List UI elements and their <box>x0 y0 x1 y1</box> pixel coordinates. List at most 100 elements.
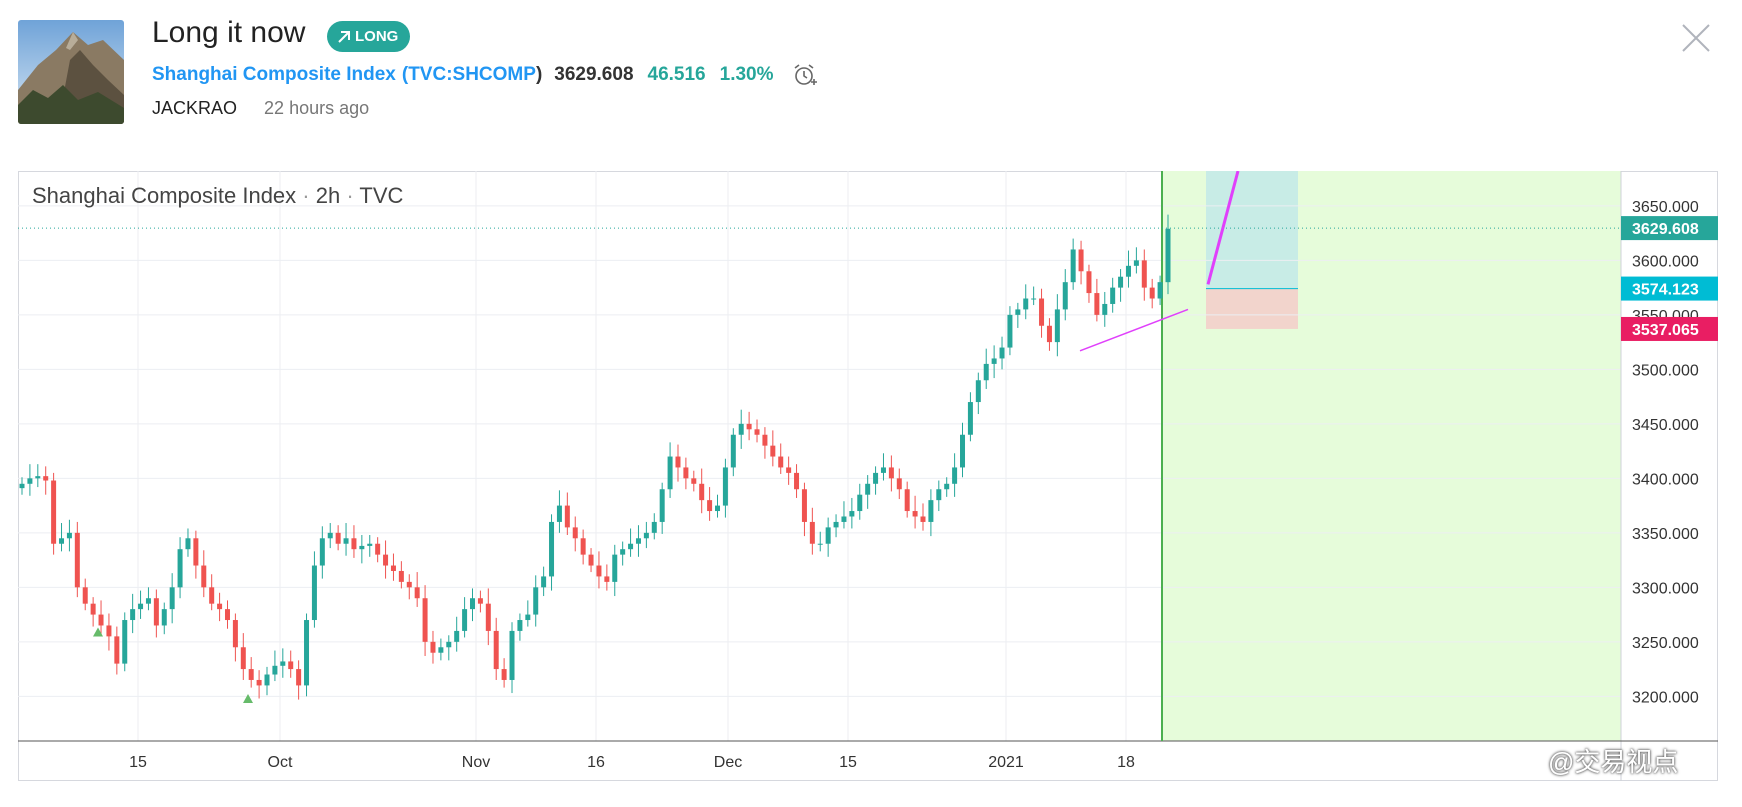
x-tick-label: 15 <box>839 754 857 771</box>
candle <box>1070 238 1076 290</box>
candle <box>801 482 807 537</box>
candle-body <box>1118 276 1124 288</box>
candle-body <box>517 620 523 631</box>
candle <box>651 513 657 540</box>
candle <box>707 487 713 521</box>
candle <box>446 635 452 661</box>
candle-body <box>74 532 80 588</box>
y-tick-label: 3500.000 <box>1632 362 1699 379</box>
candle-body <box>145 598 151 604</box>
candle <box>928 489 934 537</box>
author-name[interactable]: JACKRAO <box>152 98 238 118</box>
candle <box>612 544 618 597</box>
symbol-close-paren: ) <box>535 64 543 85</box>
candle <box>501 658 507 688</box>
candle <box>983 348 989 389</box>
symbol-name-link[interactable]: Shanghai Composite Index <box>152 64 396 85</box>
candle <box>430 630 436 664</box>
candle <box>849 497 855 529</box>
x-tick-label: Dec <box>714 754 742 771</box>
candle <box>130 593 136 634</box>
y-tick-label: 3250.000 <box>1632 635 1699 652</box>
candle <box>517 613 523 641</box>
candle <box>865 475 871 509</box>
candle-body <box>1015 309 1021 315</box>
candle-body <box>999 347 1005 359</box>
chart-container[interactable]: 3650.000 3600.000 3550.000 3500.000 3450.000… <box>18 170 1718 781</box>
candle-body <box>1149 287 1155 299</box>
x-tick-label: 15 <box>129 754 147 771</box>
candle <box>59 523 65 552</box>
candle <box>319 526 325 579</box>
candle <box>730 428 736 477</box>
close-icon[interactable] <box>1680 22 1712 54</box>
candle <box>311 551 317 628</box>
author-avatar[interactable] <box>18 20 124 124</box>
watermark-text: @交易视点 <box>1548 747 1679 777</box>
candle <box>770 430 776 467</box>
candle <box>335 525 341 551</box>
candle <box>375 537 381 563</box>
candle-body <box>264 674 270 686</box>
candle-body <box>43 476 49 481</box>
candle-body <box>224 609 230 621</box>
candle <box>185 528 191 557</box>
candle-body <box>1086 271 1092 294</box>
candle-body <box>564 505 570 528</box>
candle-body <box>1102 303 1108 315</box>
candle-body <box>51 480 57 544</box>
x-tick-label: 16 <box>587 754 605 771</box>
candle-body <box>572 527 578 539</box>
badge-label: LONG <box>355 28 399 45</box>
candle-body <box>438 647 444 653</box>
candle <box>975 372 981 415</box>
candle-body <box>596 565 602 577</box>
candle-body <box>359 545 365 550</box>
candle-body <box>446 641 452 648</box>
candle-body <box>161 609 167 626</box>
y-tick-label: 3400.000 <box>1632 471 1699 488</box>
candle <box>635 525 641 557</box>
candle-body <box>612 554 618 582</box>
candle <box>469 588 475 622</box>
candle-body <box>493 630 499 670</box>
candle <box>280 648 286 678</box>
candle-body <box>1046 325 1052 343</box>
candle-body <box>794 472 800 490</box>
candle <box>960 422 966 478</box>
candle-body <box>209 587 215 604</box>
candle <box>256 670 262 699</box>
candle <box>912 495 918 529</box>
candle <box>351 525 357 558</box>
support-trendline <box>1079 308 1189 352</box>
candle-body <box>1070 249 1076 283</box>
candle <box>122 612 128 672</box>
candle-body <box>248 669 254 680</box>
candle-body <box>849 511 855 517</box>
candle-body <box>1062 282 1068 310</box>
candle <box>991 345 997 379</box>
candle-body <box>928 500 934 522</box>
candle-body <box>82 587 88 604</box>
candle-body <box>383 554 389 566</box>
candle-body <box>857 494 863 512</box>
candle-body <box>469 598 475 610</box>
candle-body <box>549 521 555 577</box>
candle <box>722 458 728 518</box>
candle-body <box>27 478 33 484</box>
candle <box>525 600 531 627</box>
symbol-code-link[interactable]: TVC:SHCOMP <box>408 64 536 85</box>
candle <box>1023 284 1029 320</box>
alarm-clock-icon[interactable] <box>792 62 818 88</box>
candle <box>904 481 910 518</box>
candle <box>675 444 681 482</box>
buy-signal-marker <box>93 627 103 637</box>
candle-body <box>865 483 871 495</box>
candle-body <box>675 456 681 468</box>
candle <box>232 613 238 662</box>
candle-body <box>1007 314 1013 348</box>
candle-body <box>311 565 317 621</box>
long-badge: LONG <box>327 21 411 52</box>
candlestick-chart[interactable]: 3650.0003600.0003550.0003500.0003450.000… <box>18 170 1718 781</box>
candle <box>699 468 705 514</box>
